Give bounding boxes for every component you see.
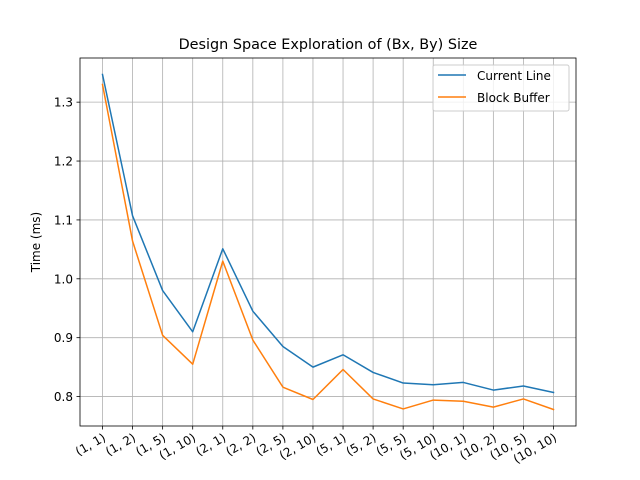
data-point-block-buffer-5-1 xyxy=(342,368,345,371)
data-point-current-line-2-2 xyxy=(251,310,254,313)
data-point-block-buffer-5-2 xyxy=(372,397,375,400)
legend-label-current-line: Current Line xyxy=(477,69,551,83)
y-axis-ticks: 0.8 0.9 1.0 1.1 1.2 1.3 xyxy=(54,96,80,404)
data-point-current-line-10-10 xyxy=(552,391,555,394)
y-tick-label-0-8: 0.8 xyxy=(54,390,73,404)
data-point-current-line-1-10 xyxy=(191,330,194,333)
data-point-block-buffer-2-2 xyxy=(251,339,254,342)
data-point-current-line-5-2 xyxy=(372,371,375,374)
data-point-block-buffer-1-10 xyxy=(191,363,194,366)
legend-box xyxy=(432,64,570,112)
data-point-block-buffer-10-2 xyxy=(492,406,495,409)
grid-lines xyxy=(80,58,576,426)
chart-title: Design Space Exploration of (Bx, By) Siz… xyxy=(179,37,478,53)
y-axis-label: Time (ms) xyxy=(29,212,43,274)
y-tick-label-1-0: 1.0 xyxy=(54,272,73,286)
data-point-current-line-10-1 xyxy=(462,381,465,384)
data-point-block-buffer-1-2 xyxy=(131,240,134,243)
data-point-current-line-5-5 xyxy=(402,382,405,385)
data-point-current-line-2-1 xyxy=(221,247,224,250)
data-point-block-buffer-2-1 xyxy=(221,260,224,263)
data-point-block-buffer-5-10 xyxy=(432,399,435,402)
y-tick-label-0-9: 0.9 xyxy=(54,331,73,345)
data-point-current-line-10-2 xyxy=(492,389,495,392)
series-line-block-buffer xyxy=(101,83,555,411)
data-point-current-line-2-5 xyxy=(281,345,284,348)
data-point-block-buffer-1-5 xyxy=(161,334,164,337)
y-tick-label-1-3: 1.3 xyxy=(54,96,73,110)
y-tick-label-1-1: 1.1 xyxy=(54,213,73,227)
data-point-current-line-1-1 xyxy=(101,73,104,76)
data-point-block-buffer-10-1 xyxy=(462,400,465,403)
data-point-block-buffer-10-10 xyxy=(552,408,555,411)
data-point-current-line-1-5 xyxy=(161,289,164,292)
data-point-current-line-5-1 xyxy=(342,353,345,356)
legend: Current Line Block Buffer xyxy=(432,64,570,112)
data-point-block-buffer-2-5 xyxy=(281,386,284,389)
data-point-block-buffer-2-10 xyxy=(311,398,314,401)
data-point-block-buffer-10-5 xyxy=(522,397,525,400)
data-point-current-line-10-5 xyxy=(522,384,525,387)
data-point-current-line-5-10 xyxy=(432,383,435,386)
y-tick-label-1-2: 1.2 xyxy=(54,155,73,169)
data-point-block-buffer-5-5 xyxy=(402,407,405,410)
plot-frame xyxy=(79,57,577,427)
series-line-current-line xyxy=(101,73,555,394)
legend-label-block-buffer: Block Buffer xyxy=(477,91,550,105)
data-point-current-line-2-10 xyxy=(311,366,314,369)
series-lines xyxy=(101,73,555,411)
data-point-current-line-1-2 xyxy=(131,214,134,217)
data-point-block-buffer-1-1 xyxy=(101,83,104,86)
